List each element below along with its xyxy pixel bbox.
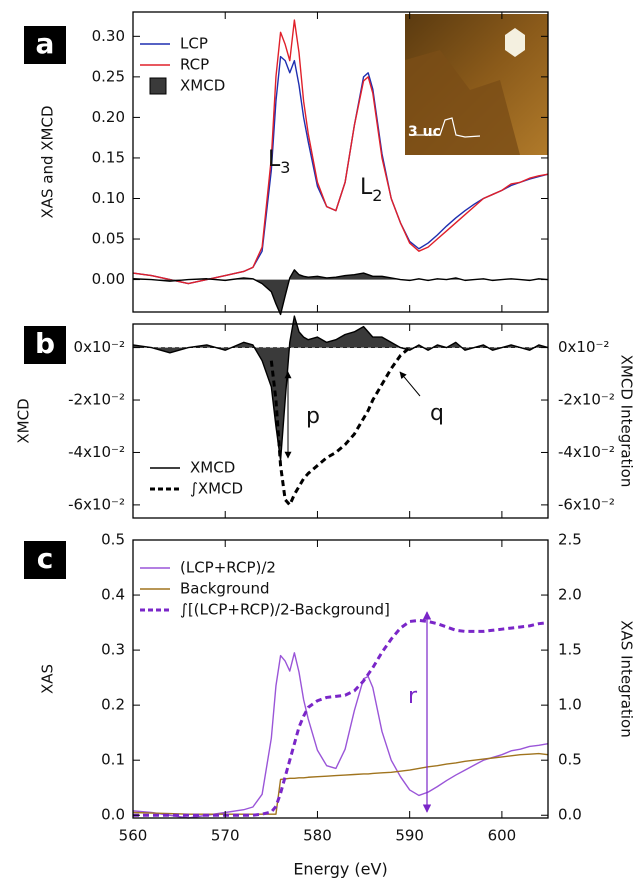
y2-tick-label: -4x10⁻² bbox=[558, 443, 615, 461]
legend-label: (LCP+RCP)/2 bbox=[180, 559, 276, 577]
y-axis-label: XAS and XMCD bbox=[39, 105, 57, 218]
y-tick-label: 0.4 bbox=[101, 586, 125, 604]
series-line bbox=[271, 348, 409, 505]
y-tick-label: 0.3 bbox=[101, 641, 125, 659]
y-tick-label: 0x10⁻² bbox=[74, 338, 125, 356]
y-tick-label: 0.1 bbox=[101, 751, 125, 769]
y-tick-label: -6x10⁻² bbox=[68, 495, 125, 513]
y2-tick-label: 0.5 bbox=[558, 751, 582, 769]
series-line bbox=[133, 620, 548, 815]
figure: 3 uc 0.00 0.05 0.10 0.15 0.20 0.25 0.30 XAS and … bbox=[0, 0, 638, 890]
page: 3 uc 0.00 0.05 0.10 0.15 0.20 0.25 0.30 XAS and … bbox=[0, 0, 638, 890]
legend-label: Background bbox=[180, 580, 270, 598]
series-line bbox=[133, 270, 548, 315]
x-axis-label: Energy (eV) bbox=[293, 860, 387, 879]
y2-axis-label: XAS Integration bbox=[618, 620, 636, 737]
y2-tick-label: 2.0 bbox=[558, 586, 582, 604]
series-line bbox=[133, 316, 548, 460]
annotation-subscript: 2 bbox=[372, 186, 382, 205]
legend-label: XMCD bbox=[180, 77, 225, 95]
y2-tick-label: -2x10⁻² bbox=[558, 391, 615, 409]
annotation-text: q bbox=[430, 401, 444, 426]
panel-label: a bbox=[36, 27, 55, 60]
annotation: L2 bbox=[360, 175, 382, 205]
y2-tick-label: 0.0 bbox=[558, 806, 582, 824]
legend-swatch bbox=[150, 78, 166, 94]
y-axis-label: XMCD bbox=[15, 398, 33, 443]
series-line bbox=[133, 653, 548, 818]
y2-axis-label: XMCD Integration bbox=[618, 355, 636, 488]
y2-tick-label: 1.0 bbox=[558, 696, 582, 714]
panel-label: b bbox=[35, 327, 55, 360]
y2-tick-label: 1.5 bbox=[558, 641, 582, 659]
series-line bbox=[133, 754, 548, 815]
y-tick-label: 0.00 bbox=[92, 270, 125, 288]
annotation-text: L bbox=[268, 147, 281, 172]
y2-tick-label: 0x10⁻² bbox=[558, 338, 609, 356]
annotation: p bbox=[306, 404, 320, 429]
panel-label: c bbox=[37, 542, 54, 575]
y-tick-label: 0.10 bbox=[92, 189, 125, 207]
y2-tick-label: -6x10⁻² bbox=[558, 495, 615, 513]
annotation: q bbox=[430, 401, 444, 426]
y2-tick-label: 2.5 bbox=[558, 531, 582, 549]
x-tick-label: 560 bbox=[119, 827, 148, 845]
x-tick-label: 590 bbox=[395, 827, 424, 845]
y-tick-label: -2x10⁻² bbox=[68, 391, 125, 409]
arrow-q bbox=[400, 372, 420, 396]
x-tick-label: 570 bbox=[211, 827, 240, 845]
y-tick-label: 0.0 bbox=[101, 806, 125, 824]
annotation-text: r bbox=[408, 684, 418, 709]
x-tick-label: 600 bbox=[488, 827, 517, 845]
x-tick-label: 580 bbox=[303, 827, 332, 845]
legend-label: ∫XMCD bbox=[190, 480, 243, 498]
y-tick-label: 0.2 bbox=[101, 696, 125, 714]
y-tick-label: 0.25 bbox=[92, 67, 125, 85]
annotation-subscript: 3 bbox=[280, 158, 290, 177]
y-tick-label: 0.30 bbox=[92, 27, 125, 45]
legend-label: XMCD bbox=[190, 459, 235, 477]
annotation: r bbox=[408, 684, 418, 709]
y-tick-label: 0.20 bbox=[92, 108, 125, 126]
y-tick-label: 0.15 bbox=[92, 148, 125, 166]
y-tick-label: 0.5 bbox=[101, 531, 125, 549]
legend-label: ∫[(LCP+RCP)/2-Background] bbox=[180, 601, 390, 619]
y-tick-label: -4x10⁻² bbox=[68, 443, 125, 461]
y-tick-label: 0.05 bbox=[92, 230, 125, 248]
y-axis-label: XAS bbox=[39, 664, 57, 694]
annotation-text: L bbox=[360, 175, 373, 200]
annotation-text: p bbox=[306, 404, 320, 429]
legend-label: RCP bbox=[180, 56, 209, 74]
inset-label: 3 uc bbox=[408, 124, 441, 140]
legend-label: LCP bbox=[180, 35, 208, 53]
